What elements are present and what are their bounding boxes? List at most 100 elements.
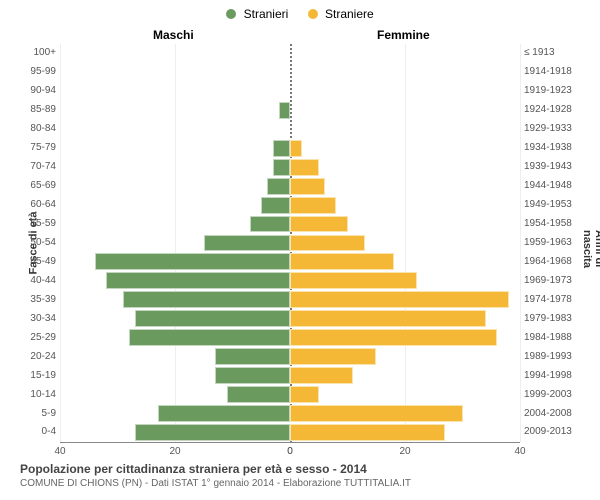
pyramid-row xyxy=(60,348,520,365)
y-tick-label-age: 45-49 xyxy=(16,256,56,267)
bar-male xyxy=(135,310,290,327)
grid-line xyxy=(520,44,521,442)
population-pyramid-chart: Stranieri Straniere Maschi Femmine Fasce… xyxy=(0,0,600,500)
bar-male xyxy=(273,159,290,176)
bar-female xyxy=(290,253,394,270)
pyramid-row xyxy=(60,45,520,62)
y-tick-label-age: 10-14 xyxy=(16,389,56,400)
bar-female xyxy=(290,159,319,176)
y-tick-label-birth: 1974-1978 xyxy=(524,294,584,305)
y-tick-label-birth: 1979-1983 xyxy=(524,313,584,324)
bar-female xyxy=(290,197,336,214)
y-tick-label-birth: 1984-1988 xyxy=(524,332,584,343)
pyramid-row xyxy=(60,329,520,346)
pyramid-row xyxy=(60,83,520,100)
y-tick-label-age: 20-24 xyxy=(16,351,56,362)
legend-item-male: Stranieri xyxy=(226,6,288,21)
y-tick-label-age: 5-9 xyxy=(16,408,56,419)
y-tick-label-age: 90-94 xyxy=(16,85,56,96)
bar-female xyxy=(290,272,417,289)
x-tick-label: 40 xyxy=(54,446,65,457)
bar-male xyxy=(215,348,290,365)
pyramid-row xyxy=(60,159,520,176)
y-tick-label-age: 100+ xyxy=(16,47,56,58)
pyramid-row xyxy=(60,272,520,289)
bar-female xyxy=(290,235,365,252)
bar-female xyxy=(290,424,445,441)
bar-female xyxy=(290,329,497,346)
pyramid-row xyxy=(60,140,520,157)
bar-male xyxy=(250,216,290,233)
pyramid-row xyxy=(60,64,520,81)
pyramid-row xyxy=(60,424,520,441)
column-header-female: Femmine xyxy=(377,28,430,42)
y-tick-label-age: 25-29 xyxy=(16,332,56,343)
y-tick-label-birth: 1949-1953 xyxy=(524,199,584,210)
chart-title: Popolazione per cittadinanza straniera p… xyxy=(20,462,367,476)
bar-female xyxy=(290,178,325,195)
bar-male xyxy=(267,178,290,195)
y-tick-label-age: 80-84 xyxy=(16,123,56,134)
y-tick-label-age: 95-99 xyxy=(16,66,56,77)
y-tick-label-age: 50-54 xyxy=(16,237,56,248)
y-tick-label-age: 30-34 xyxy=(16,313,56,324)
x-tick-label: 20 xyxy=(169,446,180,457)
pyramid-row xyxy=(60,216,520,233)
y-tick-label-age: 40-44 xyxy=(16,275,56,286)
y-tick-label-age: 75-79 xyxy=(16,142,56,153)
column-header-male: Maschi xyxy=(153,28,194,42)
legend-label-male: Stranieri xyxy=(244,7,289,21)
bar-male xyxy=(95,253,291,270)
legend: Stranieri Straniere xyxy=(0,6,600,21)
y-tick-label-birth: 1964-1968 xyxy=(524,256,584,267)
bar-female xyxy=(290,291,509,308)
y-tick-label-age: 0-4 xyxy=(16,426,56,437)
bar-female xyxy=(290,348,376,365)
bar-female xyxy=(290,367,353,384)
y-tick-label-age: 35-39 xyxy=(16,294,56,305)
bar-male xyxy=(261,197,290,214)
y-tick-label-birth: 1999-2003 xyxy=(524,389,584,400)
y-tick-label-birth: ≤ 1913 xyxy=(524,47,584,58)
y-tick-label-birth: 1944-1948 xyxy=(524,180,584,191)
bar-male xyxy=(227,386,290,403)
y-tick-label-birth: 1994-1998 xyxy=(524,370,584,381)
bar-female xyxy=(290,386,319,403)
x-tick-label: 40 xyxy=(514,446,525,457)
plot-area xyxy=(60,44,520,443)
y-tick-label-age: 70-74 xyxy=(16,161,56,172)
y-tick-label-age: 60-64 xyxy=(16,199,56,210)
pyramid-row xyxy=(60,405,520,422)
pyramid-row xyxy=(60,386,520,403)
legend-label-female: Straniere xyxy=(325,7,374,21)
x-tick-label: 0 xyxy=(287,446,293,457)
y-tick-label-age: 65-69 xyxy=(16,180,56,191)
pyramid-row xyxy=(60,121,520,138)
y-tick-label-birth: 1929-1933 xyxy=(524,123,584,134)
y-tick-label-birth: 2004-2008 xyxy=(524,408,584,419)
pyramid-row xyxy=(60,367,520,384)
y-tick-label-birth: 1919-1923 xyxy=(524,85,584,96)
bar-female xyxy=(290,310,486,327)
bar-male xyxy=(215,367,290,384)
bar-male xyxy=(279,102,291,119)
bar-male xyxy=(106,272,290,289)
pyramid-row xyxy=(60,178,520,195)
y-tick-label-birth: 1924-1928 xyxy=(524,104,584,115)
pyramid-row xyxy=(60,253,520,270)
y-tick-label-birth: 1939-1943 xyxy=(524,161,584,172)
bar-female xyxy=(290,405,463,422)
pyramid-row xyxy=(60,235,520,252)
y-tick-label-birth: 1959-1963 xyxy=(524,237,584,248)
bar-male xyxy=(123,291,290,308)
bar-male xyxy=(135,424,290,441)
circle-icon xyxy=(226,9,236,19)
y-tick-label-birth: 1954-1958 xyxy=(524,218,584,229)
chart-subtitle: COMUNE DI CHIONS (PN) - Dati ISTAT 1° ge… xyxy=(20,478,411,489)
y-tick-label-age: 55-59 xyxy=(16,218,56,229)
bar-male xyxy=(273,140,290,157)
circle-icon xyxy=(308,9,318,19)
bar-male xyxy=(129,329,290,346)
x-tick-label: 20 xyxy=(399,446,410,457)
y-tick-label-birth: 1969-1973 xyxy=(524,275,584,286)
